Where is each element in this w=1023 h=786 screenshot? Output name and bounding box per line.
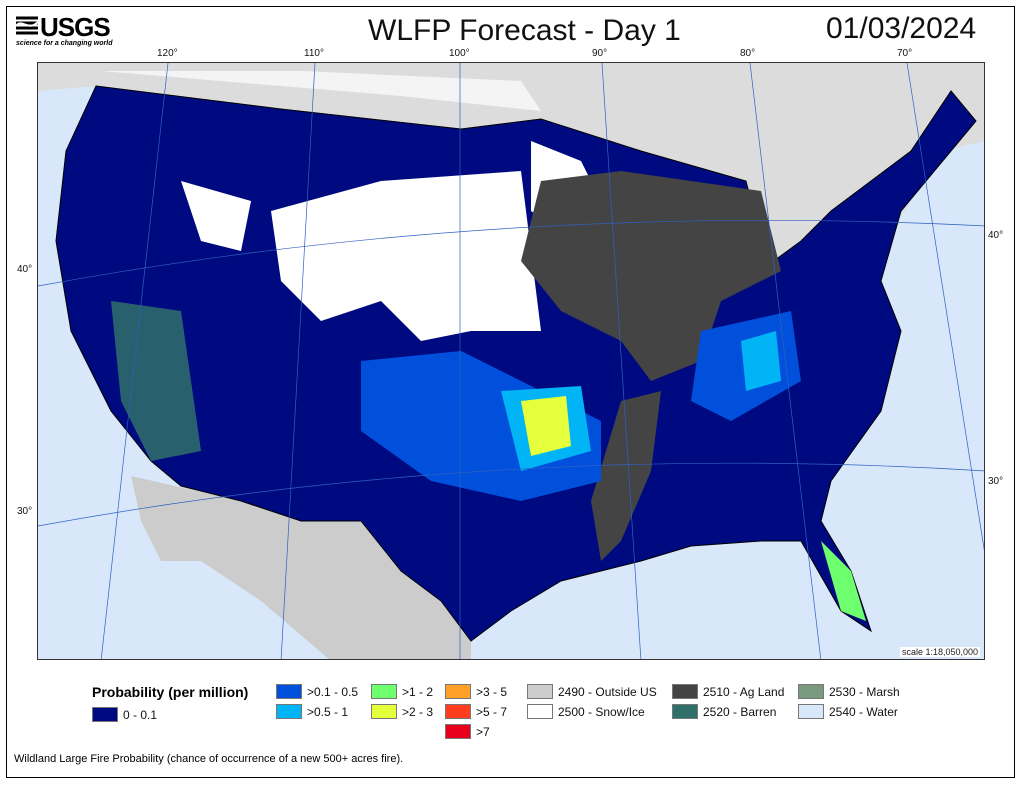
legend-label: >0.5 - 1: [307, 705, 349, 719]
forecast-date: 01/03/2024: [826, 12, 977, 45]
legend-label: 2510 - Ag Land: [703, 685, 785, 699]
barren-region: [111, 301, 201, 461]
legend-label: 2530 - Marsh: [829, 685, 900, 699]
legend-label: >5 - 7: [476, 705, 508, 719]
legend-swatch: [798, 684, 824, 699]
lon-label: 120°: [157, 48, 178, 59]
canada-region: [38, 63, 984, 263]
lat-label: 40°: [988, 230, 1004, 241]
legend-swatch: [445, 684, 471, 699]
legend-label: 2490 - Outside US: [558, 685, 657, 699]
lon-label: 70°: [897, 48, 913, 59]
map-canvas: [38, 63, 984, 659]
snow-ice-region: [181, 181, 251, 251]
legend-swatch: [371, 704, 397, 719]
prob-1-2: [821, 541, 866, 621]
lon-label: 110°: [304, 48, 324, 59]
ag-land-region: [521, 171, 781, 381]
legend-label: >1 - 2: [402, 685, 434, 699]
lat-label: 40°: [17, 264, 33, 275]
usgs-logo: USGS science for a changing world: [15, 12, 112, 47]
lon-label: 90°: [592, 48, 608, 59]
ag-land-region: [591, 391, 661, 561]
legend-label: >3 - 5: [476, 685, 508, 699]
legend-swatch: [92, 707, 118, 722]
legend-swatch: [672, 704, 698, 719]
map-panel[interactable]: scale 1:18,050,000: [37, 62, 985, 660]
legend-swatch: [798, 704, 824, 719]
legend-swatch: [527, 684, 553, 699]
legend-swatch: [371, 684, 397, 699]
legend-label: >7: [476, 725, 490, 739]
logo-text: USGS: [40, 12, 111, 42]
snow-ice-region: [271, 171, 541, 341]
lat-label: 30°: [988, 476, 1004, 487]
legend-title: Probability (per million): [92, 684, 249, 700]
legend-swatch: [445, 724, 471, 739]
legend-label: 0 - 0.1: [123, 708, 158, 722]
map-scale: scale 1:18,050,000: [899, 647, 980, 657]
prob-0.5-1: [741, 331, 781, 391]
canada-snow: [101, 71, 541, 111]
graticule: [38, 63, 984, 659]
legend-swatch: [276, 704, 302, 719]
page-frame: [6, 6, 1015, 778]
legend-label: 2540 - Water: [829, 705, 898, 719]
legend-label: >2 - 3: [402, 705, 434, 719]
lon-label: 80°: [740, 48, 756, 59]
lon-label: 100°: [449, 48, 470, 59]
legend-label: 2500 - Snow/Ice: [558, 705, 645, 719]
footer-note: Wildland Large Fire Probability (chance …: [14, 753, 404, 765]
mexico-region: [131, 476, 471, 659]
legend-swatch: [445, 704, 471, 719]
legend-swatch: [672, 684, 698, 699]
legend-label: 2520 - Barren: [703, 705, 777, 719]
usgs-wave-icon: [15, 16, 39, 35]
map-title: WLFP Forecast - Day 1: [368, 14, 681, 47]
logo-tagline: science for a changing world: [16, 40, 113, 47]
legend-swatch: [527, 704, 553, 719]
prob-2-3: [521, 396, 571, 456]
legend-swatch: [276, 684, 302, 699]
lat-label: 30°: [17, 506, 33, 517]
legend-label: >0.1 - 0.5: [307, 685, 359, 699]
